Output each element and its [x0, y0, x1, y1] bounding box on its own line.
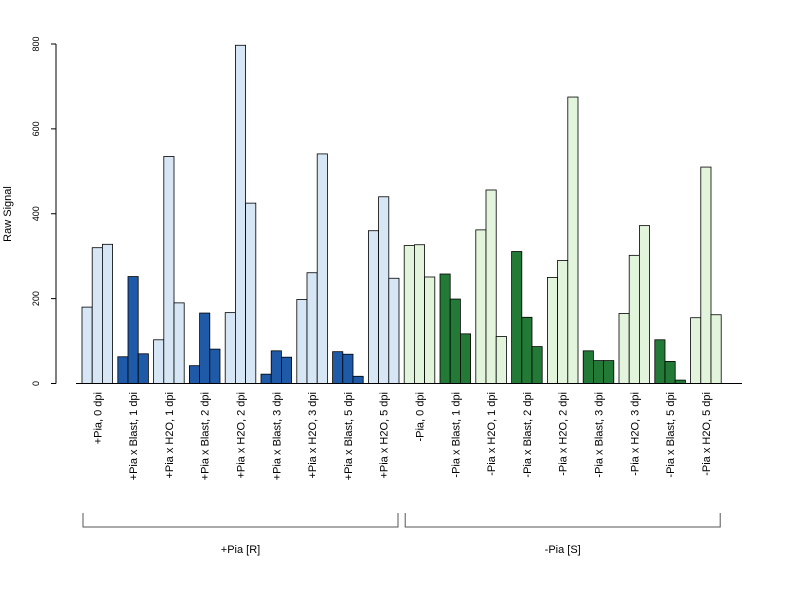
category-label: +Pia x Blast, 1 dpi [128, 392, 140, 480]
bar [603, 360, 615, 384]
category-label: +Pia x H2O, 2 dpi [236, 392, 248, 479]
bar [296, 299, 308, 384]
bar [449, 298, 461, 384]
bar [557, 260, 569, 384]
bar [388, 277, 400, 384]
bar [173, 302, 185, 384]
bar [690, 317, 702, 384]
bar [153, 339, 165, 384]
category-label: +Pia x H2O, 3 dpi [307, 392, 319, 479]
bar [367, 230, 379, 384]
category-label: -Pia x H2O, 3 dpi [629, 392, 641, 476]
bar [234, 44, 246, 384]
bar [270, 350, 282, 384]
bar [521, 316, 533, 384]
category-labels: +Pia, 0 dpi +Pia x Blast, 1 dpi +Pia x H2O… [92, 392, 713, 480]
category-label: -Pia, 0 dpi [415, 392, 427, 442]
bar [593, 360, 605, 384]
bar [628, 254, 640, 384]
y-tick-label: 200 [31, 291, 41, 306]
bar [495, 335, 507, 384]
category-label: -Pia x Blast, 2 dpi [522, 392, 534, 478]
bar [674, 379, 686, 384]
bar [413, 244, 425, 384]
category-label: +Pia, 0 dpi [92, 392, 104, 444]
y-tick-label: 400 [31, 206, 41, 221]
group-label: +Pia [R] [221, 544, 260, 556]
bar [199, 312, 211, 384]
bar [459, 333, 471, 384]
category-label: -Pia x H2O, 1 dpi [486, 392, 498, 476]
category-label: +Pia x Blast, 2 dpi [200, 392, 212, 480]
bar [224, 312, 236, 384]
group-label: -Pia [S] [545, 544, 581, 556]
bar [137, 353, 149, 384]
bar [280, 356, 292, 384]
bar [342, 353, 354, 384]
bar [439, 273, 451, 384]
y-tick-label: 0 [31, 381, 41, 386]
bar [352, 375, 364, 384]
bar [306, 272, 318, 384]
category-label: -Pia x Blast, 1 dpi [450, 392, 462, 478]
y-axis: 0 200 400 600 800 [31, 36, 57, 386]
bar [316, 153, 328, 384]
category-label: -Pia x H2O, 5 dpi [701, 392, 713, 476]
bar [424, 276, 436, 384]
bar [378, 196, 390, 384]
category-label: -Pia x Blast, 5 dpi [665, 392, 677, 478]
category-label: +Pia x Blast, 3 dpi [271, 392, 283, 480]
y-tick-label: 600 [31, 121, 41, 136]
bar [91, 247, 103, 384]
bar [618, 313, 630, 384]
category-label: -Pia x Blast, 3 dpi [594, 392, 606, 478]
bar [700, 166, 712, 384]
y-axis-label: Raw Signal [2, 186, 14, 242]
bar [245, 202, 257, 384]
bar [654, 339, 666, 384]
bar [664, 361, 676, 384]
bar [102, 243, 114, 384]
bar [639, 225, 651, 384]
y-tick-label: 800 [31, 36, 41, 51]
group-brackets: +Pia [R] -Pia [S] [82, 513, 721, 556]
category-label: +Pia x H2O, 5 dpi [379, 392, 391, 479]
bars [81, 44, 722, 384]
group-bracket [82, 513, 399, 528]
bar [332, 351, 344, 384]
group-bracket [404, 513, 721, 528]
category-label: -Pia x H2O, 2 dpi [558, 392, 570, 476]
bar [117, 356, 129, 384]
bar [188, 365, 200, 384]
bar [81, 306, 93, 384]
bar [710, 314, 722, 384]
bar [547, 277, 559, 384]
bar [209, 348, 221, 384]
bar [403, 245, 415, 384]
category-label: +Pia x Blast, 5 dpi [343, 392, 355, 480]
bar [260, 373, 272, 384]
bar [163, 156, 175, 384]
bar [127, 276, 139, 384]
bar [582, 350, 594, 384]
bar [475, 229, 487, 384]
bar [485, 189, 497, 384]
bar [567, 96, 579, 384]
bar [511, 251, 523, 384]
bar [531, 346, 543, 384]
category-label: +Pia x H2O, 1 dpi [164, 392, 176, 479]
